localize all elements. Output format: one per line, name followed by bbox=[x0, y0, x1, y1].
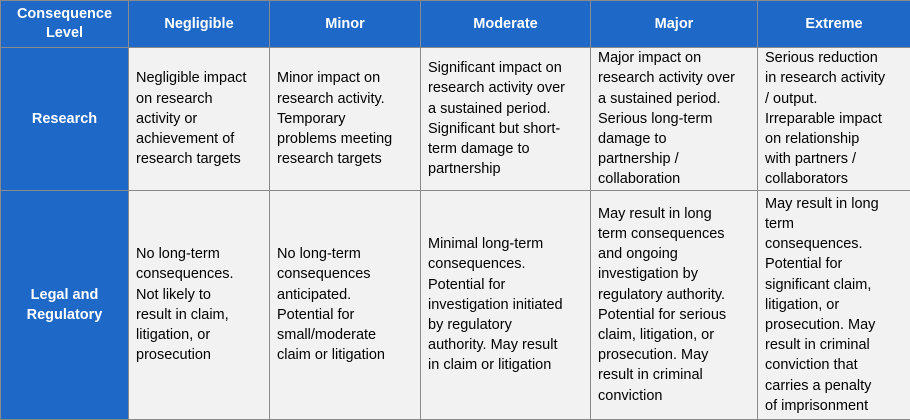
cell-legal-minor: No long-term consequences anticipated. P… bbox=[269, 189, 421, 420]
cell-research-extreme: Serious reduction in research activity /… bbox=[757, 47, 910, 191]
cell-legal-major: May result in long term consequences and… bbox=[590, 189, 758, 420]
cell-research-minor: Minor impact on research activity. Tempo… bbox=[269, 47, 421, 191]
header-extreme: Extreme bbox=[757, 0, 910, 48]
header-consequence-level: Consequence Level bbox=[0, 0, 129, 48]
cell-legal-moderate: Minimal long-term consequences. Potentia… bbox=[420, 189, 591, 420]
cell-legal-negligible: No long-term consequences. Not likely to… bbox=[128, 189, 270, 420]
table-row-legal-regulatory: Legal and Regulatory No long-term conseq… bbox=[0, 189, 910, 420]
row-label-research: Research bbox=[0, 47, 129, 191]
header-row: Consequence Level Negligible Minor Moder… bbox=[0, 0, 910, 48]
header-minor: Minor bbox=[269, 0, 421, 48]
cell-legal-extreme: May result in long term consequences. Po… bbox=[757, 189, 910, 420]
cell-research-major: Major impact on research activity over a… bbox=[590, 47, 758, 191]
header-major: Major bbox=[590, 0, 758, 48]
cell-research-negligible: Negligible impact on research activity o… bbox=[128, 47, 270, 191]
header-negligible: Negligible bbox=[128, 0, 270, 48]
row-label-legal-regulatory: Legal and Regulatory bbox=[0, 189, 129, 420]
header-moderate: Moderate bbox=[420, 0, 591, 48]
table-row-research: Research Negligible impact on research a… bbox=[0, 47, 910, 191]
cell-research-moderate: Significant impact on research activity … bbox=[420, 47, 591, 191]
